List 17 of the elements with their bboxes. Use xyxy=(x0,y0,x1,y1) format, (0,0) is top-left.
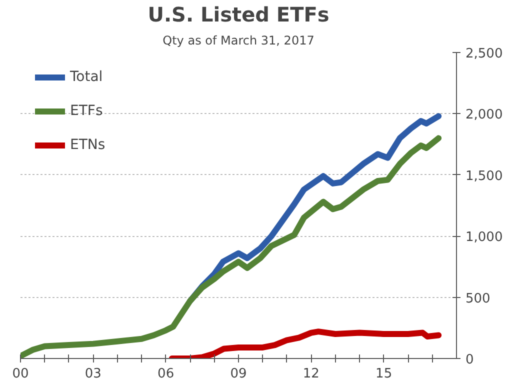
chart-subtitle: Qty as of March 31, 2017 xyxy=(162,34,314,48)
x-tick-label: 12 xyxy=(302,366,320,382)
x-tick-label: 06 xyxy=(158,366,174,382)
y-tick-label: 0 xyxy=(466,352,474,368)
legend-label: ETNs xyxy=(70,137,106,153)
y-tick-label: 2,500 xyxy=(466,46,503,62)
legend-label: ETFs xyxy=(70,103,103,119)
legend-label: Total xyxy=(70,69,103,85)
x-tick-label: 09 xyxy=(230,366,247,382)
chart-title: U.S. Listed ETFs xyxy=(148,2,330,26)
y-tick-label: 500 xyxy=(466,291,490,306)
y-tick-label: 1,000 xyxy=(466,230,503,246)
x-tick-label: 15 xyxy=(376,366,392,382)
x-tick-label: 03 xyxy=(84,366,102,382)
y-tick-label: 1,500 xyxy=(466,168,503,184)
x-tick-label: 00 xyxy=(12,366,29,382)
y-tick-label: 2,000 xyxy=(466,108,503,123)
